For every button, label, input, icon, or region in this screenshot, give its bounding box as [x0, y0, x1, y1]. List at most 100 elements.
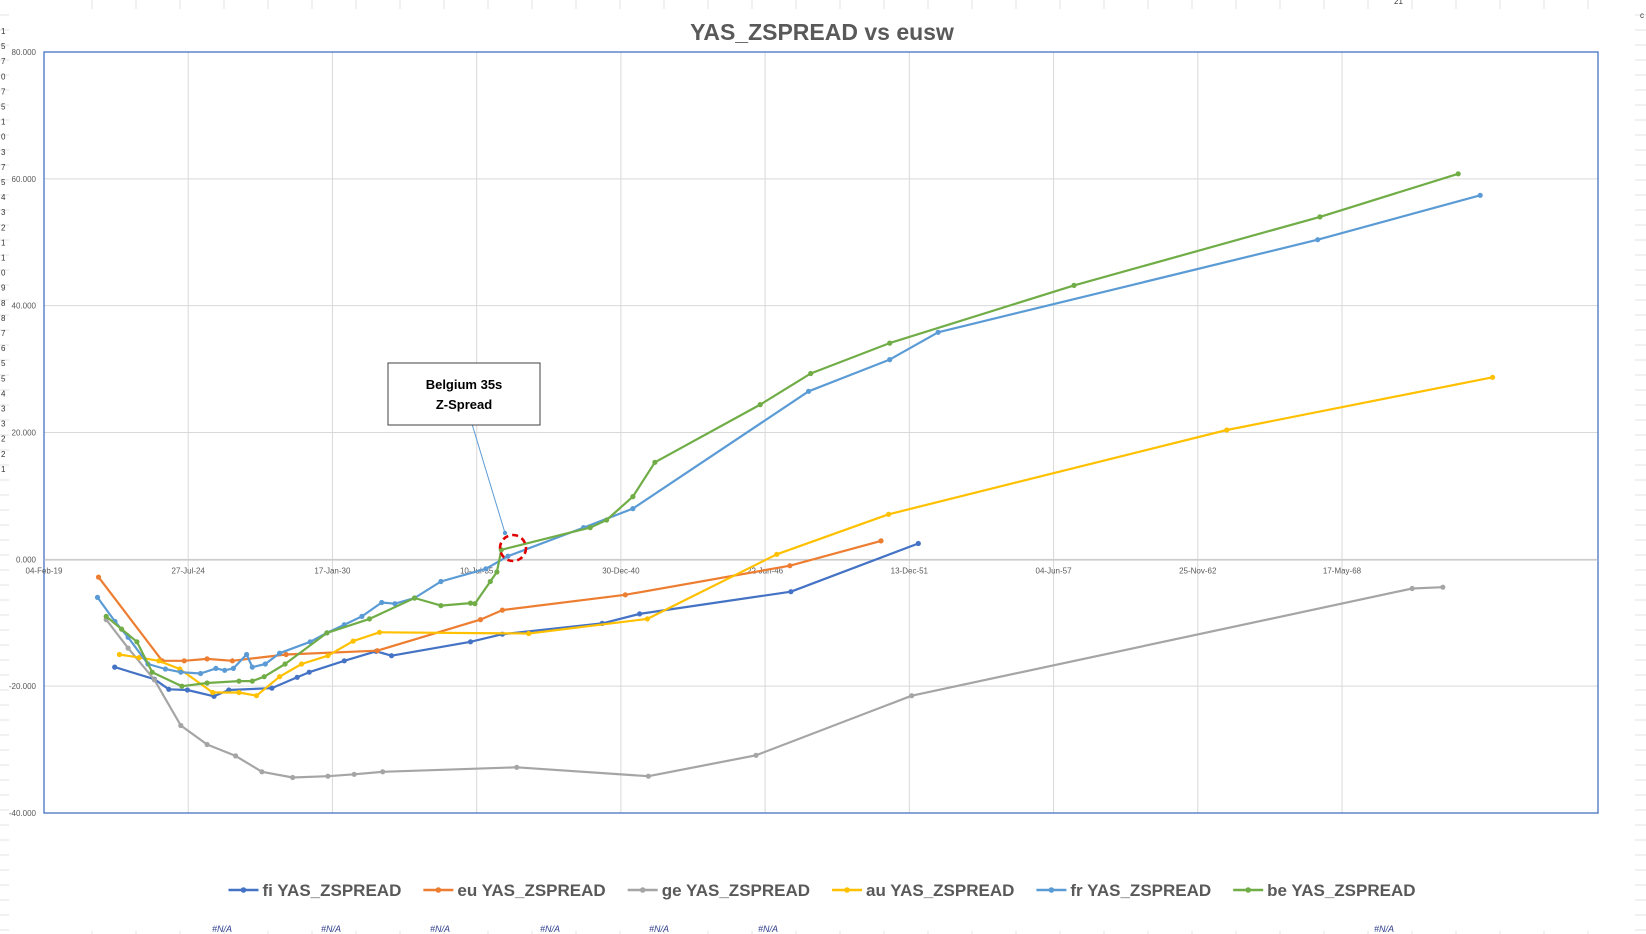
data-point-be [1455, 171, 1461, 177]
data-point-au [1224, 427, 1230, 433]
data-point-be [808, 370, 814, 377]
data-point-ge [290, 774, 296, 781]
data-point-fr [94, 594, 101, 601]
data-point-fr [438, 578, 444, 585]
row-header-digit: 7 [1, 57, 6, 66]
gridlines [43, 51, 1598, 814]
row-header-digit: 2 [1, 435, 6, 444]
data-point-ge [514, 764, 520, 770]
data-point-fr [277, 650, 283, 656]
data-point-fi [166, 686, 172, 692]
data-point-au [644, 616, 651, 622]
data-point-be [134, 639, 140, 645]
data-point-eu [374, 648, 380, 654]
data-point-be [757, 402, 763, 408]
data-point-fr [222, 667, 228, 673]
data-point-ge [351, 771, 357, 777]
data-point-be [472, 601, 478, 607]
data-point-fr [935, 329, 941, 335]
row-header-digit: 3 [1, 405, 6, 414]
data-point-au [1490, 374, 1496, 380]
na-cell: #N/A [321, 924, 341, 934]
data-point-be [149, 669, 155, 675]
top-cell-text: 21 [1394, 0, 1403, 6]
data-point-fr [359, 613, 365, 620]
data-point-eu [181, 658, 187, 664]
callout-leader-dot [502, 530, 508, 536]
legend-marker-eu [435, 887, 442, 893]
plot-area-border [43, 51, 1599, 814]
na-cell: #N/A [649, 924, 669, 934]
row-header-digit: 5 [1, 103, 6, 112]
row-header-digit: 0 [1, 269, 6, 278]
data-point-fr [806, 388, 812, 394]
data-point-fr [178, 669, 184, 675]
row-header-digit: 1 [1, 27, 6, 36]
row-header-digit: 1 [1, 465, 6, 474]
data-point-be [1317, 214, 1323, 220]
data-point-fi [637, 611, 643, 617]
data-point-fi [269, 685, 275, 691]
data-point-au [210, 689, 216, 696]
row-header-digit: 5 [1, 359, 6, 368]
data-point-fi [788, 589, 794, 595]
data-point-be [587, 525, 593, 531]
data-point-au [236, 689, 242, 696]
data-point-ge [259, 769, 265, 775]
row-header-digit: 2 [1, 450, 6, 459]
data-point-fr [1477, 192, 1483, 198]
callout-leader-line [471, 423, 506, 534]
callout-line-1: Belgium 35s [426, 377, 503, 392]
row-header-digit: 4 [1, 389, 6, 398]
data-point-eu [878, 538, 884, 544]
data-point-eu [622, 592, 628, 598]
data-point-fi [306, 669, 312, 675]
row-header-digit: 8 [1, 314, 6, 323]
data-point-au [886, 511, 892, 517]
row-header-digit: 6 [1, 344, 6, 353]
x-tick-label: 17-May-68 [1323, 566, 1362, 575]
data-point-ge [178, 722, 184, 729]
y-tick-label: -20.000 [9, 682, 37, 691]
data-point-fr [249, 664, 255, 670]
data-point-be [494, 569, 500, 575]
x-tick-label: 30-Dec-40 [602, 566, 640, 575]
data-point-ge [204, 741, 210, 748]
data-point-eu [95, 574, 102, 580]
na-cell: #N/A [430, 924, 450, 934]
callout-line-2: Z-Spread [436, 397, 492, 412]
legend-marker-ge [639, 887, 646, 893]
belgium-annotation: Belgium 35s Z-Spread [387, 362, 541, 563]
top-right-text: c [1640, 11, 1644, 20]
data-point-eu [477, 617, 484, 623]
data-point-fr [262, 661, 268, 667]
data-point-au [774, 551, 780, 557]
data-point-ge [645, 773, 652, 779]
row-header-digit: 0 [1, 133, 6, 142]
chart-area [9, 9, 1635, 931]
data-point-fr [505, 553, 511, 559]
data-point-fi [112, 664, 118, 670]
x-tick-label: 25-Nov-62 [1179, 566, 1217, 575]
legend-marker-be [1245, 887, 1251, 893]
data-point-ge [380, 769, 386, 775]
data-point-be [652, 459, 658, 465]
row-header-digit: 9 [1, 284, 6, 293]
series-line-au [119, 376, 1493, 697]
legend-entry-label: be YAS_ZSPREAD [1267, 881, 1415, 900]
y-tick-label: 20.000 [12, 429, 37, 438]
data-point-be [438, 603, 444, 609]
x-tick-label: 13-Dec-51 [891, 566, 929, 575]
data-point-be [487, 578, 493, 585]
data-point-fr [483, 566, 489, 572]
data-point-be [467, 600, 474, 606]
row-header-digit: 1 [1, 238, 6, 247]
legend-entry-label: eu YAS_ZSPREAD [457, 881, 605, 900]
data-point-be [412, 595, 418, 601]
data-point-fr [198, 670, 204, 677]
data-point-ge [753, 752, 759, 758]
data-point-eu [229, 658, 235, 664]
data-point-be [236, 678, 242, 684]
row-header-digit: 8 [1, 299, 6, 308]
